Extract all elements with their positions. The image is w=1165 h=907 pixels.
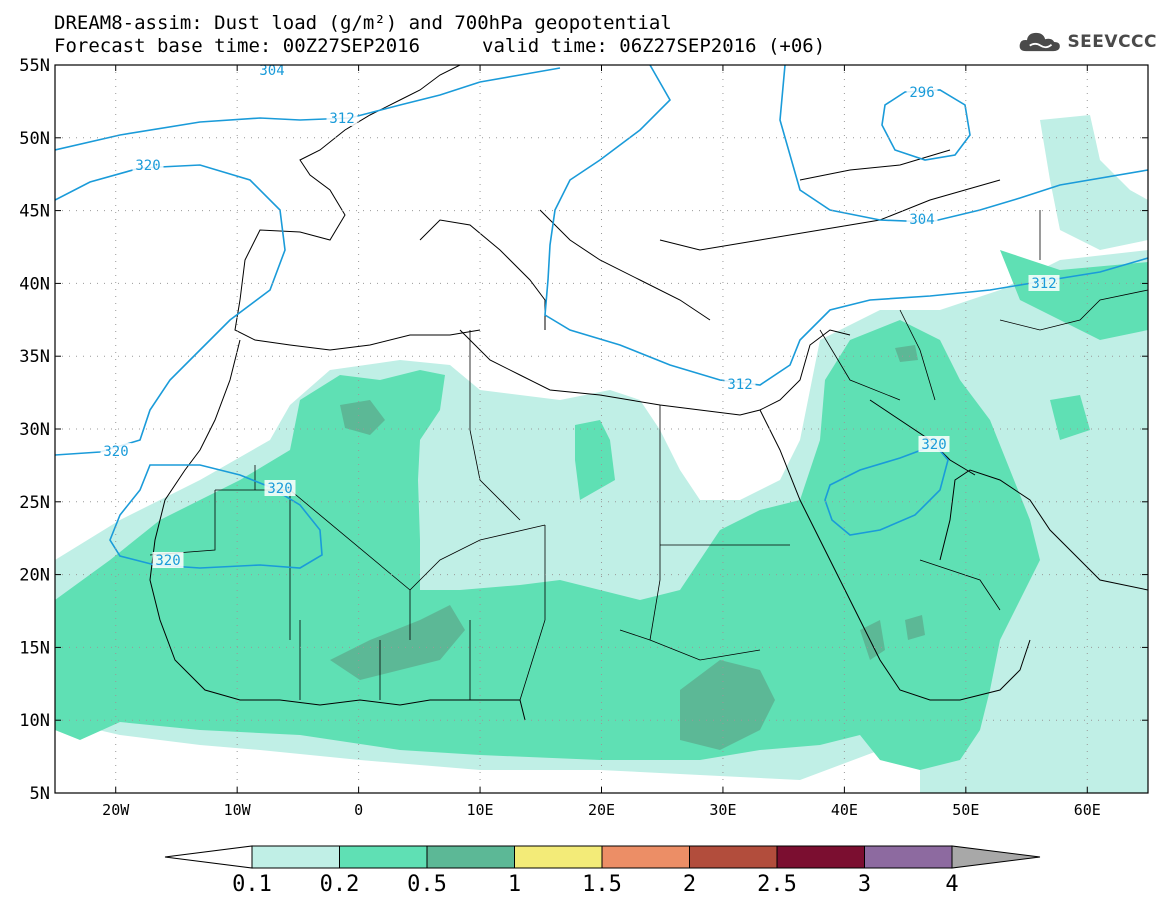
colorbar-box bbox=[776, 845, 865, 869]
lat-label: 30N bbox=[19, 420, 50, 440]
colorbar-level-label: 4 bbox=[945, 872, 958, 897]
contour-label-bg bbox=[264, 480, 296, 496]
colorbar-box bbox=[864, 845, 953, 869]
colorbar-level-label: 1 bbox=[508, 872, 521, 897]
colorbar-level-label: 1.5 bbox=[582, 872, 622, 897]
contour-label-bg bbox=[256, 62, 288, 78]
coastlines bbox=[149, 65, 1148, 721]
colorbar-box bbox=[426, 845, 515, 869]
contour-label-bg bbox=[132, 157, 164, 173]
lon-label: 20E bbox=[588, 801, 615, 819]
latitude-labels: 55N 50N 45N 40N 35N 30N 25N 20N 15N 10N 5N bbox=[19, 56, 50, 804]
forecast-base-time: Forecast base time: 00Z27SEP2016 bbox=[54, 35, 421, 57]
contour-label: 320 bbox=[267, 481, 292, 497]
colorbar-level-label: 2.5 bbox=[757, 872, 797, 897]
contour-label: 296 bbox=[909, 85, 934, 101]
contour-label-bg bbox=[724, 376, 756, 392]
lon-label: 0 bbox=[354, 801, 363, 819]
contour-label-bg bbox=[326, 110, 358, 126]
contour-label: 320 bbox=[135, 158, 160, 174]
colorbar-level-label: 0.1 bbox=[232, 872, 272, 897]
colorbar-box bbox=[689, 845, 778, 869]
map-title: DREAM8-assim: Dust load (g/m²) and 700hP… bbox=[54, 12, 672, 34]
lat-label: 5N bbox=[30, 784, 50, 804]
dust-field-medium bbox=[55, 250, 1148, 770]
colorbar-box bbox=[251, 845, 340, 869]
lon-label: 60E bbox=[1074, 801, 1101, 819]
lat-label: 45N bbox=[19, 202, 50, 222]
contour-label-bg bbox=[1028, 275, 1060, 291]
contour-label-bg bbox=[152, 552, 184, 568]
contour-labels: 304 312 320 320 320 320 312 296 304 312 320 bbox=[100, 62, 1060, 569]
contour-label: 312 bbox=[329, 111, 354, 127]
lat-label: 20N bbox=[19, 566, 50, 586]
colorbar-level-label: 0.5 bbox=[407, 872, 447, 897]
lat-label: 25N bbox=[19, 493, 50, 513]
lat-label: 50N bbox=[19, 129, 50, 149]
lon-label: 50E bbox=[952, 801, 979, 819]
contour-label: 320 bbox=[155, 553, 180, 569]
country-borders bbox=[149, 210, 1148, 701]
lat-label: 40N bbox=[19, 274, 50, 294]
dust-field-high bbox=[330, 345, 925, 750]
lat-label: 10N bbox=[19, 711, 50, 731]
contour-label-bg bbox=[906, 84, 938, 100]
contour-label: 304 bbox=[909, 212, 934, 228]
colorbar-box bbox=[339, 845, 428, 869]
lon-label: 20W bbox=[102, 801, 130, 819]
colorbar-box bbox=[514, 845, 603, 869]
lon-label: 10E bbox=[467, 801, 494, 819]
contour-label-bg bbox=[906, 211, 938, 227]
lon-label: 40E bbox=[831, 801, 858, 819]
contour-label-bg bbox=[918, 436, 950, 452]
valid-time: valid time: 06Z27SEP2016 (+06) bbox=[482, 35, 826, 57]
colorbar: 0.1 0.2 0.5 1 1.5 2 2.5 3 4 bbox=[164, 845, 1041, 897]
contour-label: 304 bbox=[259, 63, 284, 79]
contour-label: 320 bbox=[103, 444, 128, 460]
colorbar-level-label: 0.2 bbox=[320, 872, 360, 897]
cloud-icon bbox=[1019, 32, 1060, 52]
lon-label: 30E bbox=[709, 801, 736, 819]
colorbar-level-label: 2 bbox=[683, 872, 696, 897]
logo-text: SEEVCCC bbox=[1067, 32, 1157, 52]
contour-label: 312 bbox=[1031, 276, 1056, 292]
lat-label: 15N bbox=[19, 638, 50, 658]
colorbar-over-triangle bbox=[951, 845, 1041, 869]
colorbar-box bbox=[601, 845, 690, 869]
lat-lon-grid bbox=[55, 64, 1148, 794]
lat-label: 55N bbox=[19, 56, 50, 76]
colorbar-level-label: 3 bbox=[858, 872, 871, 897]
contour-label: 320 bbox=[921, 437, 946, 453]
longitude-labels: 20W 10W 0 10E 20E 30E 40E 50E 60E bbox=[102, 801, 1101, 819]
seevccc-logo: SEEVCCC bbox=[1017, 26, 1157, 58]
colorbar-under-triangle bbox=[164, 845, 253, 869]
contour-label: 312 bbox=[727, 377, 752, 393]
lat-label: 35N bbox=[19, 347, 50, 367]
lon-label: 10W bbox=[224, 801, 252, 819]
